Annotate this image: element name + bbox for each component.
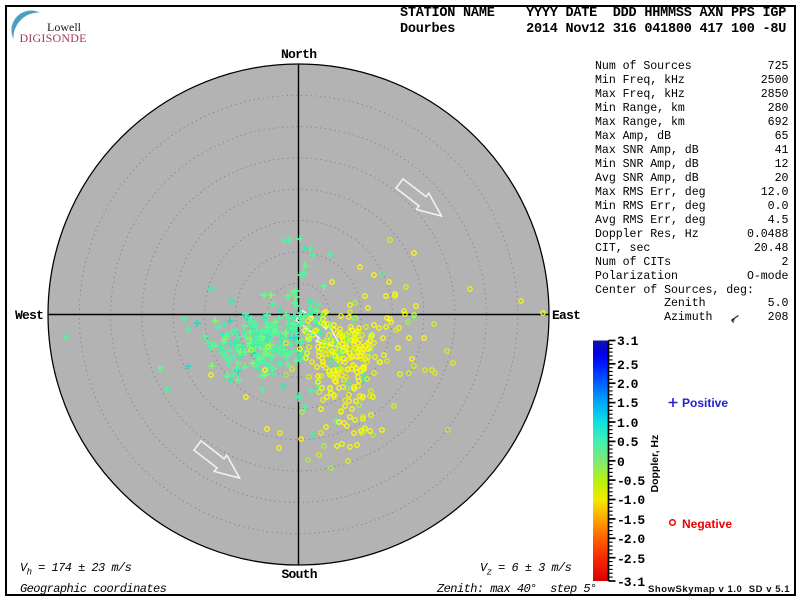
svg-text:Doppler, Hz: Doppler, Hz bbox=[649, 435, 661, 493]
